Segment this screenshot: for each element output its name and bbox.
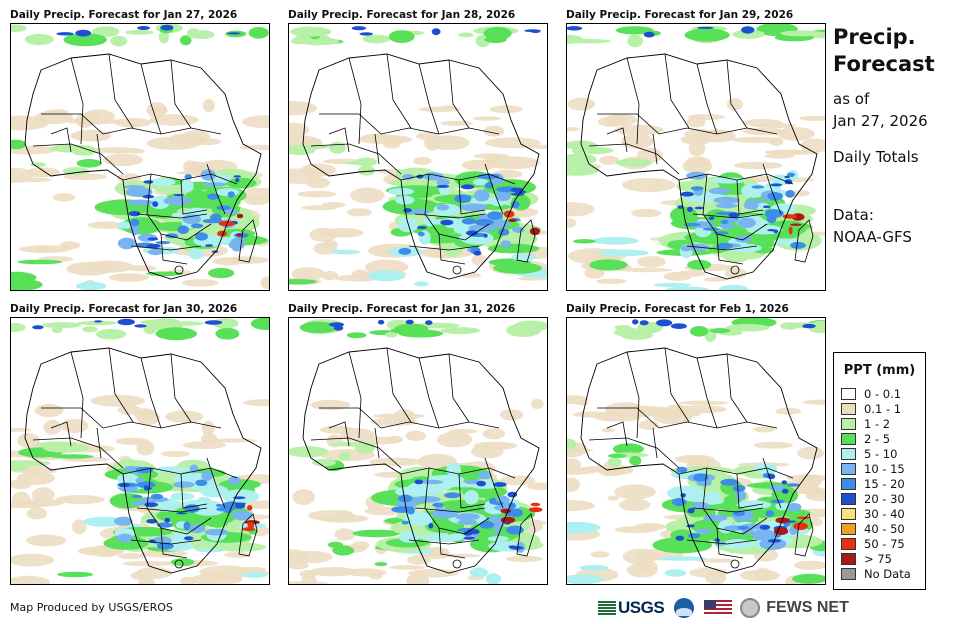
panel-title: Daily Precip. Forecast for Jan 29, 2026 bbox=[566, 9, 794, 21]
map-svg bbox=[11, 318, 269, 584]
precip-map bbox=[288, 317, 548, 585]
legend-swatch bbox=[841, 432, 856, 445]
legend-label: 1 - 2 bbox=[864, 416, 891, 431]
panel-title: Daily Precip. Forecast for Jan 27, 2026 bbox=[10, 9, 238, 21]
legend-label: 0 - 0.1 bbox=[864, 386, 902, 401]
legend-swatch bbox=[841, 447, 856, 460]
legend-swatch bbox=[841, 387, 856, 400]
legend-swatch bbox=[841, 402, 856, 415]
panel-title: Daily Precip. Forecast for Jan 30, 2026 bbox=[10, 303, 238, 315]
legend-label: 0.1 - 1 bbox=[864, 401, 902, 416]
map-svg bbox=[11, 24, 269, 290]
legend-swatch bbox=[841, 552, 856, 565]
legend-label: 30 - 40 bbox=[864, 506, 905, 521]
legend-swatch bbox=[841, 537, 856, 550]
side-title-line1: Precip. bbox=[833, 25, 916, 49]
legend-item: 0.1 - 1 bbox=[841, 401, 925, 416]
legend-swatch bbox=[841, 477, 856, 490]
asof-label: as of bbox=[833, 90, 870, 108]
legend-label: 10 - 15 bbox=[864, 461, 905, 476]
credit-text: Map Produced by USGS/EROS bbox=[10, 601, 173, 614]
data-label: Data: bbox=[833, 206, 874, 224]
legend-label: 50 - 75 bbox=[864, 536, 905, 551]
legend-title: PPT (mm) bbox=[843, 363, 916, 378]
data-source: NOAA-GFS bbox=[833, 228, 912, 246]
legend-swatch bbox=[841, 492, 856, 505]
fews-net-logo: FEWS NET bbox=[766, 599, 849, 616]
legend-item: 0 - 0.1 bbox=[841, 386, 925, 401]
legend-swatch bbox=[841, 507, 856, 520]
state-dept-seal-icon bbox=[740, 598, 761, 618]
legend-item: 5 - 10 bbox=[841, 446, 925, 461]
legend-swatch bbox=[841, 417, 856, 430]
legend-item: 1 - 2 bbox=[841, 416, 925, 431]
map-svg bbox=[289, 318, 547, 584]
legend-label: 5 - 10 bbox=[864, 446, 898, 461]
precip-map bbox=[566, 317, 826, 585]
legend-item: 2 - 5 bbox=[841, 431, 925, 446]
legend-item: 20 - 30 bbox=[841, 491, 925, 506]
panel-title: Daily Precip. Forecast for Feb 1, 2026 bbox=[566, 303, 789, 315]
legend-label: 20 - 30 bbox=[864, 491, 905, 506]
legend-item: > 75 bbox=[841, 551, 925, 566]
side-info: Precip. Forecast as of Jan 27, 2026 Dail… bbox=[833, 24, 963, 248]
precip-map bbox=[288, 23, 548, 291]
usgs-logo-icon bbox=[598, 601, 616, 615]
legend-item: 40 - 50 bbox=[841, 521, 925, 536]
legend-label: No Data bbox=[864, 566, 911, 581]
map-svg bbox=[567, 24, 825, 290]
legend-item: No Data bbox=[841, 566, 925, 581]
legend-label: 40 - 50 bbox=[864, 521, 905, 536]
legend-item: 15 - 20 bbox=[841, 476, 925, 491]
side-title-line2: Forecast bbox=[833, 52, 935, 76]
panel-title: Daily Precip. Forecast for Jan 28, 2026 bbox=[288, 9, 516, 21]
legend-label: 2 - 5 bbox=[864, 431, 891, 446]
panel-title: Daily Precip. Forecast for Jan 31, 2026 bbox=[288, 303, 516, 315]
usgs-logo-text: USGS bbox=[618, 598, 665, 617]
legend-item: 50 - 75 bbox=[841, 536, 925, 551]
legend-item: 10 - 15 bbox=[841, 461, 925, 476]
legend-swatch bbox=[841, 567, 856, 580]
logo-bar: USGS FEWS NET bbox=[598, 596, 849, 620]
precip-map bbox=[10, 23, 270, 291]
daily-totals-label: Daily Totals bbox=[833, 148, 919, 166]
map-svg bbox=[289, 24, 547, 290]
asof-date: Jan 27, 2026 bbox=[833, 112, 928, 130]
legend-swatch bbox=[841, 522, 856, 535]
legend-label: > 75 bbox=[864, 551, 892, 566]
precip-map bbox=[566, 23, 826, 291]
precip-map bbox=[10, 317, 270, 585]
noaa-logo-icon bbox=[674, 598, 695, 618]
legend-item: 30 - 40 bbox=[841, 506, 925, 521]
map-svg bbox=[567, 318, 825, 584]
us-flag-icon bbox=[704, 600, 733, 616]
legend-swatch bbox=[841, 462, 856, 475]
legend-label: 15 - 20 bbox=[864, 476, 905, 491]
